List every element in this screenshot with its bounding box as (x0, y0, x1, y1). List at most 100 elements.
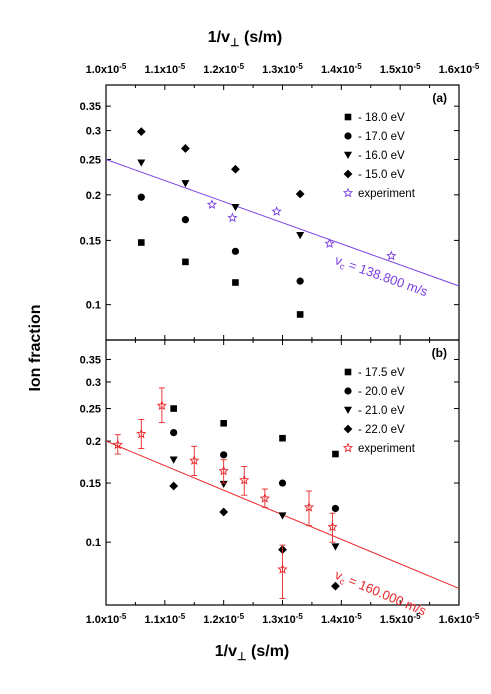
data-point-15-0-ev (295, 189, 305, 199)
y-tick-label: 0.15 (80, 235, 101, 247)
data-point-experiment (386, 250, 397, 261)
x-tick-label-top: 1.6x10-5 (439, 62, 480, 76)
data-point-experiment (259, 493, 270, 503)
data-point-17-5-ev (170, 405, 177, 412)
legend-label: - 22.0 eV (358, 424, 405, 436)
legend-marker (344, 113, 352, 121)
y-tick-label: 0.15 (80, 478, 101, 490)
data-point-16-0-ev (137, 159, 146, 167)
data-point-21-0-ev (331, 543, 340, 551)
legend-marker (342, 442, 354, 453)
y-tick-label: 0.25 (80, 154, 101, 166)
data-point-18-0-ev (182, 258, 189, 266)
y-tick-label: 0.3 (86, 377, 101, 389)
y-tick-label: 0.35 (80, 101, 101, 113)
y-tick-label: 0.1 (86, 537, 101, 549)
fit-line (105, 158, 460, 287)
y-tick-label: 0.3 (86, 126, 101, 138)
data-point-16-0-ev (181, 180, 190, 188)
data-point-experiment (112, 439, 123, 450)
panel-b: 1.0x10-5 1.1x10-5 1.2x10-5 1.3x10-5 1.4x10-5… (80, 339, 480, 626)
y-tick-label: 0.2 (86, 190, 101, 202)
legend-label: - 16.0 eV (358, 150, 405, 162)
data-point-20-0-ev (220, 451, 228, 459)
data-point-17-0-ev (296, 277, 304, 285)
x-tick-label: 1.1x10-5 (144, 612, 185, 626)
data-point-16-0-ev (231, 203, 240, 212)
bottom-axis-title: 1/v⊥ (s/m) (215, 643, 290, 663)
x-tick-label-top: 1.5x10-5 (380, 62, 421, 76)
data-point-17-0-ev (231, 247, 240, 255)
legend-label: experiment (358, 443, 416, 455)
legend-label: - 21.0 eV (358, 405, 405, 417)
data-point-experiment (327, 521, 338, 532)
x-tick-label-top: 1.1x10-5 (144, 62, 185, 76)
data-point-20-0-ev (331, 504, 340, 513)
data-point-18-0-ev (296, 311, 304, 318)
data-point-20-0-ev (278, 479, 287, 487)
data-point-22-0-ev (219, 507, 229, 517)
data-point-22-0-ev (169, 481, 179, 491)
legend-marker (343, 169, 353, 179)
x-tick-label: 1.6x10-5 (439, 612, 480, 626)
panel-label: (a) (432, 91, 447, 105)
data-point-experiment (218, 465, 229, 476)
y-tick-label: 0.35 (80, 354, 101, 366)
x-tick-label: 1.3x10-5 (262, 612, 303, 626)
data-point-22-0-ev (331, 581, 340, 591)
x-tick-label: 1.2x10-5 (203, 612, 244, 626)
data-point-experiment (206, 199, 218, 209)
data-point-20-0-ev (170, 428, 178, 437)
data-point-18-0-ev (232, 279, 239, 286)
legend-marker (344, 151, 352, 159)
legend-marker (344, 368, 352, 376)
data-point-17-5-ev (279, 434, 286, 442)
x-tick-label: 1.0x10-5 (86, 612, 127, 626)
x-tick-label: 1.5x10-5 (380, 612, 421, 626)
data-point-18-0-ev (138, 239, 145, 246)
y-axis-title: Ion fraction (27, 304, 44, 391)
legend-label: - 18.0 eV (358, 112, 405, 124)
legend-marker (342, 187, 354, 198)
data-point-experiment (189, 455, 200, 465)
plot-frame (105, 84, 460, 341)
data-point-17-5-ev (220, 419, 227, 427)
top-axis-title: 1/v⊥ (s/m) (208, 29, 283, 49)
legend-marker (344, 132, 352, 140)
data-point-experiment (324, 238, 335, 248)
x-tick-label: 1.4x10-5 (321, 612, 362, 626)
y-tick-label: 0.25 (80, 404, 101, 416)
data-point-21-0-ev (278, 512, 287, 520)
x-tick-label-top: 1.3x10-5 (262, 62, 303, 76)
data-point-17-0-ev (137, 193, 145, 201)
x-tick-label-top: 1.2x10-5 (203, 62, 244, 76)
data-point-experiment (239, 474, 250, 485)
data-point-experiment (136, 428, 147, 439)
legend-label: - 20.0 eV (358, 386, 405, 398)
data-point-experiment (156, 400, 168, 410)
data-point-experiment (227, 212, 238, 223)
legend-label: - 15.0 eV (358, 169, 405, 181)
data-point-experiment (277, 563, 288, 574)
data-point-15-0-ev (181, 144, 190, 153)
panel-a: 1.0x10-5 1.1x10-5 1.2x10-5 1.3x10-5 1.4x10-5… (80, 62, 480, 341)
legend-label: - 17.5 eV (358, 367, 405, 379)
legend-marker (344, 387, 352, 395)
fit-label: vc = 138.800 m/s (332, 252, 430, 301)
data-point-16-0-ev (296, 232, 305, 240)
data-point-17-5-ev (332, 450, 339, 458)
y-tick-label: 0.2 (86, 436, 101, 448)
legend-marker (344, 406, 352, 414)
y-tick-label: 0.1 (86, 300, 101, 312)
data-point-17-0-ev (181, 216, 190, 224)
x-tick-label-top: 1.4x10-5 (321, 62, 362, 76)
data-point-15-0-ev (231, 164, 240, 174)
panel-label: (b) (432, 346, 447, 360)
data-point-experiment (271, 206, 282, 216)
fit-label: vc = 160.000 m/s (332, 567, 429, 620)
legend-marker (343, 424, 353, 434)
data-point-15-0-ev (136, 127, 146, 137)
legend-label: - 17.0 eV (358, 131, 405, 143)
data-point-21-0-ev (169, 456, 178, 464)
